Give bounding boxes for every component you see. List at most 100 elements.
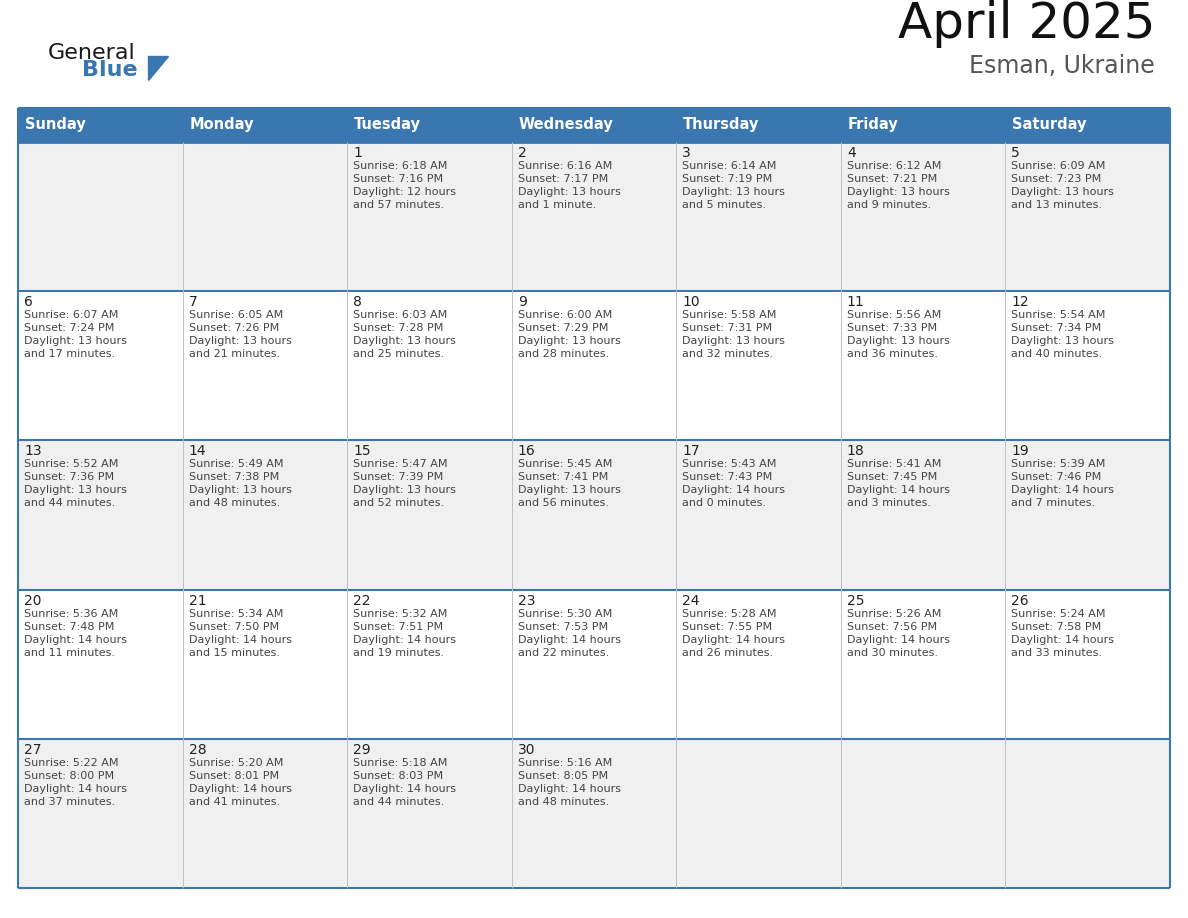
Text: 7: 7 <box>189 296 197 309</box>
Text: 22: 22 <box>353 594 371 608</box>
Text: and 56 minutes.: and 56 minutes. <box>518 498 608 509</box>
Text: and 1 minute.: and 1 minute. <box>518 200 596 210</box>
Text: and 30 minutes.: and 30 minutes. <box>847 647 937 657</box>
Text: Sunset: 7:17 PM: Sunset: 7:17 PM <box>518 174 608 184</box>
Text: Daylight: 13 hours: Daylight: 13 hours <box>518 336 620 346</box>
Text: Daylight: 14 hours: Daylight: 14 hours <box>847 634 950 644</box>
Bar <box>512 291 676 441</box>
Text: Daylight: 14 hours: Daylight: 14 hours <box>24 784 127 794</box>
Text: Sunset: 7:16 PM: Sunset: 7:16 PM <box>353 174 443 184</box>
Bar <box>18 291 183 441</box>
Text: Sunset: 7:46 PM: Sunset: 7:46 PM <box>1011 473 1101 482</box>
Bar <box>512 589 676 739</box>
Text: 24: 24 <box>682 594 700 608</box>
Text: General: General <box>48 43 135 63</box>
Text: Daylight: 14 hours: Daylight: 14 hours <box>518 784 620 794</box>
Text: and 48 minutes.: and 48 minutes. <box>518 797 609 807</box>
Text: Sunset: 7:53 PM: Sunset: 7:53 PM <box>518 621 608 632</box>
Text: Daylight: 14 hours: Daylight: 14 hours <box>189 634 291 644</box>
Text: Sunset: 7:39 PM: Sunset: 7:39 PM <box>353 473 443 482</box>
Text: Sunrise: 5:45 AM: Sunrise: 5:45 AM <box>518 459 612 469</box>
Text: 25: 25 <box>847 594 865 608</box>
Text: Sunrise: 5:47 AM: Sunrise: 5:47 AM <box>353 459 448 469</box>
Text: Daylight: 13 hours: Daylight: 13 hours <box>189 336 291 346</box>
Bar <box>676 739 841 888</box>
Text: Esman, Ukraine: Esman, Ukraine <box>969 54 1155 78</box>
Bar <box>676 441 841 589</box>
Text: Daylight: 13 hours: Daylight: 13 hours <box>353 486 456 496</box>
Text: Sunrise: 5:39 AM: Sunrise: 5:39 AM <box>1011 459 1106 469</box>
Text: Sunrise: 6:09 AM: Sunrise: 6:09 AM <box>1011 161 1106 171</box>
Text: and 25 minutes.: and 25 minutes. <box>353 349 444 359</box>
Text: 13: 13 <box>24 444 42 458</box>
Text: Sunrise: 5:54 AM: Sunrise: 5:54 AM <box>1011 310 1106 320</box>
Text: and 0 minutes.: and 0 minutes. <box>682 498 766 509</box>
Text: and 33 minutes.: and 33 minutes. <box>1011 647 1102 657</box>
Bar <box>841 441 1005 589</box>
Text: Sunset: 8:05 PM: Sunset: 8:05 PM <box>518 771 608 781</box>
Text: and 9 minutes.: and 9 minutes. <box>847 200 931 210</box>
Text: 15: 15 <box>353 444 371 458</box>
Text: Sunset: 7:24 PM: Sunset: 7:24 PM <box>24 323 114 333</box>
Bar <box>347 291 512 441</box>
Bar <box>676 142 841 291</box>
Bar <box>841 739 1005 888</box>
Text: 20: 20 <box>24 594 42 608</box>
Text: Sunset: 7:28 PM: Sunset: 7:28 PM <box>353 323 443 333</box>
Text: and 26 minutes.: and 26 minutes. <box>682 647 773 657</box>
Text: Sunrise: 5:52 AM: Sunrise: 5:52 AM <box>24 459 119 469</box>
Text: Daylight: 13 hours: Daylight: 13 hours <box>24 486 127 496</box>
Text: Sunrise: 5:32 AM: Sunrise: 5:32 AM <box>353 609 448 619</box>
Text: Daylight: 14 hours: Daylight: 14 hours <box>682 486 785 496</box>
Bar <box>18 441 183 589</box>
Text: Sunset: 7:33 PM: Sunset: 7:33 PM <box>847 323 937 333</box>
Bar <box>183 739 347 888</box>
Bar <box>841 142 1005 291</box>
Text: Sunrise: 6:03 AM: Sunrise: 6:03 AM <box>353 310 448 320</box>
Text: Sunrise: 5:41 AM: Sunrise: 5:41 AM <box>847 459 941 469</box>
Text: Thursday: Thursday <box>683 118 759 132</box>
Text: and 3 minutes.: and 3 minutes. <box>847 498 931 509</box>
Text: and 41 minutes.: and 41 minutes. <box>189 797 279 807</box>
Polygon shape <box>148 56 168 80</box>
Bar <box>512 142 676 291</box>
Bar <box>347 142 512 291</box>
Text: Sunrise: 5:30 AM: Sunrise: 5:30 AM <box>518 609 612 619</box>
Bar <box>1005 291 1170 441</box>
Text: Daylight: 13 hours: Daylight: 13 hours <box>518 187 620 197</box>
Text: Daylight: 13 hours: Daylight: 13 hours <box>1011 187 1114 197</box>
Text: Sunrise: 6:00 AM: Sunrise: 6:00 AM <box>518 310 612 320</box>
Text: and 44 minutes.: and 44 minutes. <box>353 797 444 807</box>
Bar <box>1005 739 1170 888</box>
Text: Sunset: 7:55 PM: Sunset: 7:55 PM <box>682 621 772 632</box>
Bar <box>183 589 347 739</box>
Text: 11: 11 <box>847 296 865 309</box>
Bar <box>18 108 183 142</box>
Bar <box>841 291 1005 441</box>
Text: Sunrise: 5:58 AM: Sunrise: 5:58 AM <box>682 310 777 320</box>
Text: and 44 minutes.: and 44 minutes. <box>24 498 115 509</box>
Text: Sunrise: 5:28 AM: Sunrise: 5:28 AM <box>682 609 777 619</box>
Bar <box>841 589 1005 739</box>
Text: 1: 1 <box>353 146 362 160</box>
Text: Daylight: 14 hours: Daylight: 14 hours <box>518 634 620 644</box>
Text: and 22 minutes.: and 22 minutes. <box>518 647 609 657</box>
Text: Sunset: 7:38 PM: Sunset: 7:38 PM <box>189 473 279 482</box>
Text: Sunrise: 5:43 AM: Sunrise: 5:43 AM <box>682 459 777 469</box>
Text: Sunrise: 6:07 AM: Sunrise: 6:07 AM <box>24 310 119 320</box>
Bar <box>1005 589 1170 739</box>
Text: and 52 minutes.: and 52 minutes. <box>353 498 444 509</box>
Text: and 57 minutes.: and 57 minutes. <box>353 200 444 210</box>
Text: Sunset: 8:01 PM: Sunset: 8:01 PM <box>189 771 279 781</box>
Bar <box>512 441 676 589</box>
Text: Daylight: 14 hours: Daylight: 14 hours <box>353 784 456 794</box>
Bar <box>1005 108 1170 142</box>
Text: Sunset: 7:48 PM: Sunset: 7:48 PM <box>24 621 114 632</box>
Text: Sunset: 7:43 PM: Sunset: 7:43 PM <box>682 473 772 482</box>
Text: Sunset: 7:21 PM: Sunset: 7:21 PM <box>847 174 937 184</box>
Text: 12: 12 <box>1011 296 1029 309</box>
Text: 23: 23 <box>518 594 536 608</box>
Bar <box>676 291 841 441</box>
Text: Sunday: Sunday <box>25 118 86 132</box>
Text: Sunrise: 6:05 AM: Sunrise: 6:05 AM <box>189 310 283 320</box>
